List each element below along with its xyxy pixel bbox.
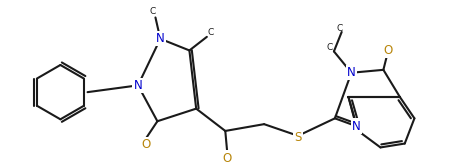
Text: N: N	[156, 32, 165, 45]
Text: O: O	[223, 152, 232, 165]
Text: N: N	[134, 79, 143, 92]
Text: O: O	[384, 44, 393, 57]
Text: O: O	[141, 138, 151, 151]
Text: C: C	[208, 29, 214, 37]
Text: N: N	[347, 66, 356, 79]
Text: S: S	[295, 131, 302, 144]
Text: C: C	[337, 24, 343, 33]
Text: C: C	[150, 7, 156, 16]
Text: C: C	[327, 43, 333, 52]
Text: N: N	[352, 120, 361, 133]
